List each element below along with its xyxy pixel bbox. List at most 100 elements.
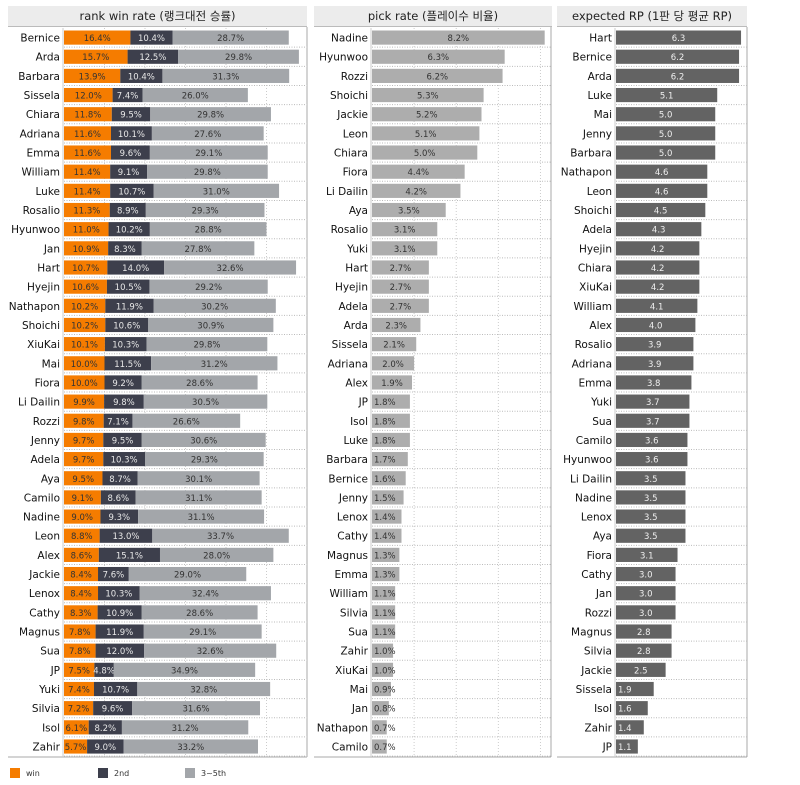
bar	[372, 49, 505, 64]
data-label: 9.5%	[112, 436, 134, 446]
data-label: 6.2	[671, 53, 685, 63]
category-label: Nathapon	[561, 167, 612, 179]
category-label: Luke	[588, 90, 613, 102]
data-label: 14.0%	[122, 264, 149, 274]
data-label: 31.2%	[201, 360, 228, 370]
bar	[616, 337, 694, 352]
category-label: Yuki	[38, 684, 60, 696]
category-label: Emma	[26, 148, 60, 160]
bar-win	[64, 30, 131, 45]
data-label: 2.8	[637, 647, 651, 657]
data-label: 10.1%	[118, 130, 145, 140]
bar-3-5th	[164, 260, 297, 275]
data-label: 8.3%	[114, 245, 136, 255]
bar-3-5th	[149, 145, 268, 160]
legend-win: win	[10, 768, 40, 778]
data-label: 9.7%	[73, 436, 95, 446]
category-label: XiuKai	[579, 282, 612, 294]
data-label: 5.7%	[65, 743, 87, 753]
data-label: 29.1%	[189, 628, 216, 638]
data-label: 6.2%	[426, 72, 448, 82]
data-label: 31.0%	[203, 187, 230, 197]
data-label: 9.9%	[73, 398, 95, 408]
data-label: 0.9%	[374, 686, 396, 696]
bar-win	[64, 528, 100, 543]
data-label: 7.4%	[68, 686, 90, 696]
data-label: 3.5	[644, 532, 658, 542]
data-label: 10.4%	[128, 72, 155, 82]
data-label: 1.0%	[374, 647, 396, 657]
category-label: Yuki	[590, 397, 612, 409]
bar-win	[64, 164, 111, 179]
category-label: Adriana	[20, 128, 60, 140]
category-label: Shoichi	[22, 320, 60, 332]
data-label: 2.7%	[390, 302, 412, 312]
bar	[616, 183, 708, 198]
bar-2nd	[100, 509, 139, 524]
bar-3-5th	[151, 356, 278, 371]
bar-win	[64, 586, 99, 601]
bar-2nd	[99, 528, 153, 543]
bar-2nd	[127, 49, 179, 64]
data-label: 8.6%	[107, 494, 129, 504]
category-label: Rozzi	[585, 607, 612, 619]
bar-win	[64, 375, 105, 390]
category-label: Hyunwoo	[11, 224, 60, 236]
bar	[372, 413, 410, 428]
bar-2nd	[104, 337, 147, 352]
category-label: Camilo	[332, 742, 368, 754]
category-label: Hart	[37, 263, 60, 275]
bar-win	[64, 68, 121, 83]
data-label: 11.4%	[74, 187, 101, 197]
category-label: Jenny	[338, 492, 368, 504]
data-label: 1.8%	[374, 398, 396, 408]
bar	[372, 356, 415, 371]
data-label: 3.9	[648, 341, 662, 351]
category-label: Camilo	[576, 435, 612, 447]
data-label: 4.1	[650, 302, 664, 312]
bar	[616, 126, 716, 141]
data-label: 11.8%	[74, 111, 101, 121]
category-label: Rozzi	[33, 416, 60, 428]
bar	[372, 241, 438, 256]
data-label: 2.0%	[382, 360, 404, 370]
data-label: 12.0%	[106, 647, 133, 657]
data-label: 6.3	[672, 34, 686, 44]
bar	[616, 452, 688, 467]
category-label: Silvia	[584, 646, 612, 658]
data-label: 3.0	[639, 590, 653, 600]
data-label: 5.0	[659, 111, 673, 121]
data-label: 4.3	[652, 226, 666, 236]
bar-2nd	[103, 452, 145, 467]
data-label: 11.3%	[73, 207, 100, 217]
bar-2nd	[111, 107, 151, 122]
category-label: Nadine	[575, 492, 612, 504]
data-label: 9.1%	[72, 494, 94, 504]
category-label: Yuki	[346, 243, 368, 255]
data-label: 5.1	[660, 92, 674, 102]
bar	[372, 471, 406, 486]
bar-2nd	[87, 739, 124, 754]
category-label: Li Dailin	[570, 473, 612, 485]
data-label: 31.2%	[172, 724, 199, 734]
bar	[616, 643, 672, 658]
category-label: Sua	[592, 416, 612, 428]
category-label: Jenny	[30, 435, 60, 447]
bar-3-5th	[149, 279, 268, 294]
category-label: Barbara	[570, 148, 612, 160]
bar	[616, 317, 696, 333]
bar	[616, 490, 686, 505]
category-label: Adriana	[572, 358, 612, 370]
data-label: 32.6%	[197, 647, 224, 657]
data-label: 4.6	[655, 168, 669, 178]
bar-2nd	[98, 547, 160, 562]
bar-win	[64, 452, 104, 467]
category-label: Fiora	[35, 377, 60, 389]
data-label: 8.3%	[70, 609, 92, 619]
category-label: Shoichi	[574, 205, 612, 217]
data-label: 2.5	[634, 666, 648, 676]
bar-2nd	[110, 126, 152, 141]
data-label: 1.4%	[374, 513, 396, 523]
bar-3-5th	[142, 87, 248, 103]
data-label: 28.8%	[195, 226, 222, 236]
